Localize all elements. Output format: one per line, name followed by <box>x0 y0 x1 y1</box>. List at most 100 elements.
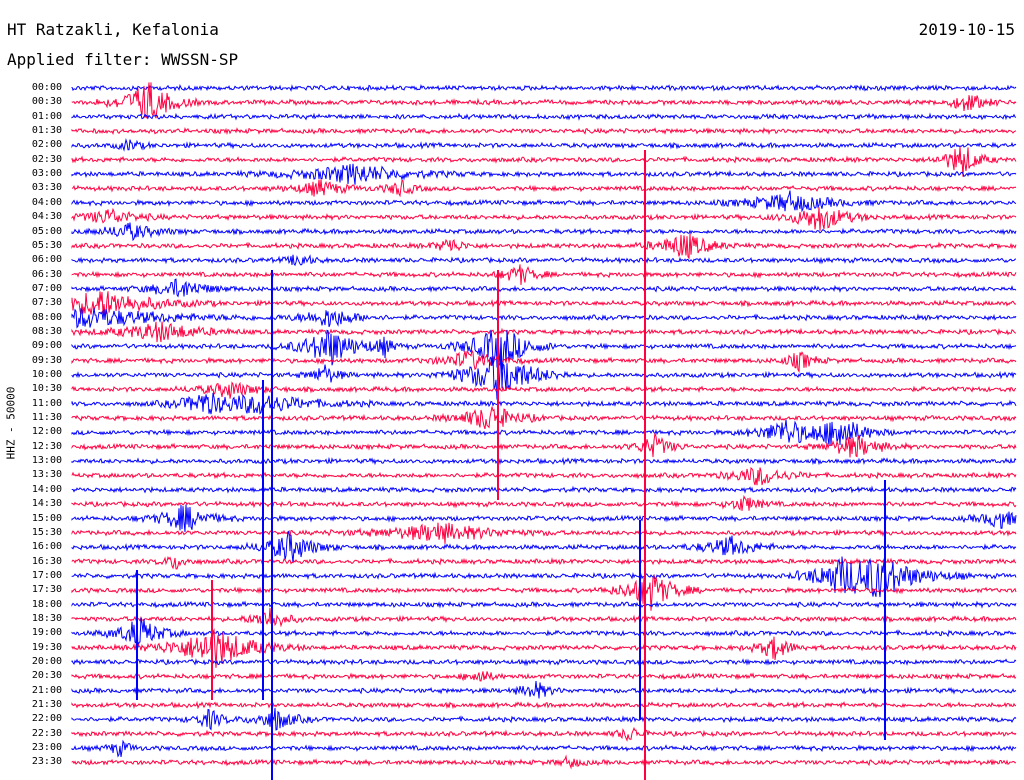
time-label: 02:00 <box>31 139 62 151</box>
time-label: 21:30 <box>31 699 62 711</box>
time-label: 14:00 <box>31 483 62 495</box>
time-label: 23:30 <box>31 756 62 768</box>
trace-line <box>71 222 1017 242</box>
time-label: 09:30 <box>31 354 62 366</box>
time-label: 19:30 <box>31 641 62 653</box>
trace-line <box>71 163 1017 185</box>
trace-line <box>71 555 1017 570</box>
trace-line <box>71 485 1017 494</box>
time-label: 13:30 <box>31 469 62 481</box>
time-label: 11:00 <box>31 397 62 409</box>
trace-line <box>71 112 1017 121</box>
time-label: 16:00 <box>31 541 62 553</box>
time-label: 17:30 <box>31 584 62 596</box>
trace-line <box>71 754 1016 770</box>
trace-line <box>71 671 1017 682</box>
time-label: 19:00 <box>31 627 62 639</box>
time-label: 15:00 <box>31 512 62 524</box>
trace-line <box>71 617 1017 648</box>
trace-line <box>71 349 1017 374</box>
time-label: 22:30 <box>31 727 62 739</box>
trace-line <box>71 494 1017 511</box>
filter-label: Applied filter: WWSSN-SP <box>7 50 239 69</box>
trace-line <box>71 83 1017 93</box>
time-label: 18:30 <box>31 612 62 624</box>
time-label: 12:00 <box>31 426 62 438</box>
trace-line <box>71 681 1017 699</box>
time-label: 05:30 <box>31 239 62 251</box>
date-label: 2019-10-15 <box>918 20 1015 39</box>
trace-line <box>71 739 1017 758</box>
time-label: 16:30 <box>31 555 62 567</box>
time-label: 17:00 <box>31 569 62 581</box>
trace-line <box>71 658 1017 667</box>
trace-line <box>71 321 1017 343</box>
time-label: 22:00 <box>31 713 62 725</box>
time-label: 00:30 <box>31 96 62 108</box>
time-label: 10:00 <box>31 369 62 380</box>
time-label: 18:00 <box>31 598 62 610</box>
trace-line <box>71 522 1017 544</box>
time-label: 14:30 <box>31 498 62 510</box>
trace-line <box>71 406 1017 430</box>
time-axis-labels: 00:00 00:30 01:00 01:30 02:00 02:30 03:00 03:30… <box>0 0 70 780</box>
trace-line <box>71 456 1017 466</box>
trace-line <box>71 628 1017 668</box>
time-label: 21:00 <box>31 684 62 696</box>
trace-line <box>71 254 1017 267</box>
time-label: 03:30 <box>31 182 62 194</box>
trace-line <box>71 466 1017 486</box>
time-label: 04:00 <box>31 196 62 208</box>
time-label: 05:00 <box>31 225 62 237</box>
trace-line <box>71 392 1017 415</box>
trace-line <box>71 433 1017 458</box>
trace-line <box>71 233 1017 260</box>
trace-line <box>71 291 1017 315</box>
trace-line <box>71 278 1017 298</box>
time-label: 07:30 <box>31 297 62 309</box>
trace-line <box>71 329 1017 370</box>
trace-line <box>71 179 1017 198</box>
time-label: 23:00 <box>31 742 62 754</box>
trace-line <box>71 381 1017 399</box>
trace-line <box>71 529 1017 563</box>
time-label: 00:00 <box>31 82 62 93</box>
trace-line <box>71 700 1017 710</box>
time-label: 03:00 <box>31 168 62 180</box>
time-label: 11:30 <box>31 412 62 424</box>
trace-line <box>71 600 1017 609</box>
trace-line <box>71 707 1017 731</box>
trace-line <box>71 574 1017 611</box>
time-label: 01:30 <box>31 125 62 137</box>
time-label: 04:30 <box>31 211 62 223</box>
time-label: 07:00 <box>31 282 62 294</box>
time-label: 10:30 <box>31 383 62 395</box>
trace-line <box>71 556 1017 598</box>
time-label: 12:30 <box>31 440 62 452</box>
trace-line <box>71 726 1017 742</box>
trace-line <box>71 504 1017 533</box>
time-label: 09:00 <box>31 340 62 352</box>
trace-line <box>71 127 1017 136</box>
trace-line <box>71 264 1017 286</box>
trace-line <box>71 146 1017 177</box>
time-label: 02:30 <box>31 153 62 165</box>
time-label: 01:00 <box>31 110 62 122</box>
trace-line <box>71 419 1017 446</box>
trace-line <box>71 137 1017 152</box>
time-label: 08:00 <box>31 311 62 323</box>
time-label: 15:30 <box>31 526 62 538</box>
trace-line <box>71 82 1017 120</box>
trace-line <box>71 207 1017 231</box>
time-label: 13:00 <box>31 455 62 467</box>
time-label: 06:00 <box>31 254 62 266</box>
time-label: 20:00 <box>31 656 62 667</box>
time-label: 06:30 <box>31 268 62 280</box>
trace-line <box>71 307 1017 329</box>
time-label: 08:30 <box>31 325 62 337</box>
trace-line <box>71 190 1017 213</box>
trace-line <box>71 348 1017 400</box>
trace-line <box>71 607 1017 628</box>
station-title: HT Ratzakli, Kefalonia <box>7 20 219 39</box>
